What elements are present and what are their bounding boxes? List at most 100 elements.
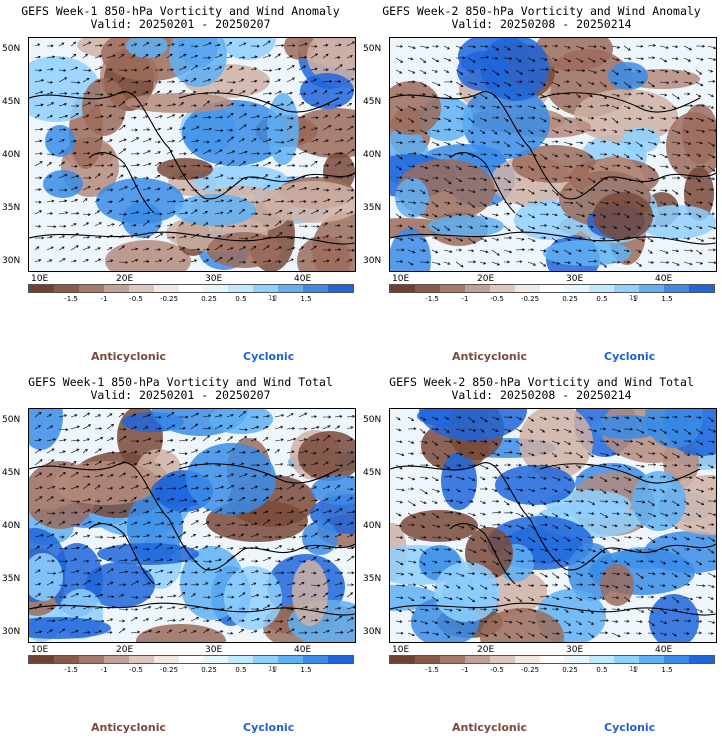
wind-arrow — [106, 92, 113, 96]
wind-arrow — [563, 560, 569, 565]
wind-arrow — [623, 488, 632, 493]
wind-arrow — [515, 488, 524, 492]
wind-arrow — [238, 42, 247, 47]
wind-arrow — [575, 189, 584, 195]
wind-arrow — [274, 474, 283, 478]
wind-arrow — [202, 595, 211, 599]
wind-arrow — [443, 45, 450, 50]
wind-arrow — [431, 57, 440, 62]
wind-arrow — [263, 595, 270, 599]
wind-arrow — [322, 80, 333, 83]
wind-arrow — [238, 558, 245, 562]
wind-arrow — [106, 545, 116, 550]
anticyclonic-region — [600, 564, 634, 606]
wind-arrow — [683, 249, 694, 253]
wind-arrow — [491, 140, 501, 144]
wind-arrow — [600, 427, 607, 431]
wind-arrow — [515, 500, 521, 505]
wind-arrow — [659, 45, 669, 49]
wind-arrow — [431, 632, 439, 636]
wind-arrow — [190, 91, 197, 95]
wind-arrow — [154, 80, 162, 84]
wind-arrow — [286, 125, 293, 131]
wind-arrow — [491, 583, 500, 587]
wind-arrow — [82, 424, 92, 430]
wind-arrow — [154, 104, 162, 108]
wind-arrow — [407, 237, 415, 241]
wind-arrow — [431, 81, 441, 87]
wind-arrow — [479, 416, 488, 422]
wind-arrow — [238, 198, 247, 203]
wind-arrow — [527, 500, 535, 507]
wind-arrow — [455, 105, 464, 110]
wind-arrow — [575, 560, 586, 564]
wind-arrow — [46, 459, 55, 466]
wind-arrow — [623, 177, 633, 182]
wind-arrow — [346, 497, 354, 502]
wind-arrow — [322, 53, 329, 59]
wind-arrow — [34, 556, 42, 562]
wind-arrow — [707, 201, 713, 206]
wind-arrow — [479, 201, 487, 207]
wind-arrow — [274, 545, 283, 550]
colorbar-swatch — [78, 285, 104, 292]
wind-arrow — [250, 163, 260, 167]
wind-arrow — [683, 92, 691, 96]
wind-arrow — [118, 164, 126, 168]
wind-arrow — [286, 44, 296, 48]
wind-arrow — [166, 257, 173, 263]
wind-arrow — [58, 617, 68, 622]
wind-arrow — [431, 225, 441, 232]
lon-label: 40E — [655, 645, 673, 655]
wind-arrow — [527, 237, 536, 242]
wind-arrow — [599, 68, 606, 72]
wind-arrow — [683, 81, 693, 85]
colorbar-tick: -0.5 — [129, 295, 143, 303]
wind-arrow — [334, 415, 343, 418]
wind-arrow — [419, 596, 426, 600]
wind-arrow — [575, 548, 584, 552]
wind-arrow — [455, 476, 465, 481]
colorbar-swatch — [614, 656, 640, 663]
wind-arrow — [503, 415, 513, 419]
wind-arrow — [286, 223, 293, 227]
lat-label: 30N — [363, 256, 382, 266]
wind-arrow — [479, 213, 488, 220]
anticyclonic-label: Anticyclonic — [91, 721, 167, 734]
wind-arrow — [419, 117, 428, 122]
wind-arrow — [611, 57, 620, 62]
wind-arrow — [407, 440, 415, 444]
wind-arrow — [286, 628, 295, 634]
wind-arrow — [214, 630, 224, 634]
wind-arrow — [214, 474, 223, 478]
wind-arrow — [106, 581, 114, 586]
wind-arrow — [322, 518, 331, 526]
wind-arrow — [166, 546, 174, 550]
wind-arrow — [298, 450, 309, 454]
wind-arrow — [503, 105, 513, 109]
wind-arrow — [118, 628, 126, 634]
wind-arrow — [395, 237, 403, 241]
wind-arrow — [334, 127, 343, 131]
wind-arrow — [467, 140, 475, 144]
wind-arrow — [166, 558, 173, 562]
wind-arrow — [298, 55, 308, 59]
wind-arrow — [455, 45, 463, 49]
vorticity-map — [390, 409, 716, 642]
wind-arrow — [395, 500, 403, 504]
wind-arrow — [707, 188, 715, 192]
wind-arrow — [431, 512, 440, 519]
wind-arrow — [515, 596, 523, 602]
wind-arrow — [262, 496, 270, 502]
wind-arrow — [635, 595, 645, 599]
wind-arrow — [346, 236, 354, 240]
wind-arrow — [298, 615, 306, 622]
wind-arrow — [479, 560, 487, 564]
wind-arrow — [322, 509, 332, 514]
wind-arrow — [46, 559, 55, 563]
wind-arrow — [238, 186, 244, 191]
wind-arrow — [683, 45, 692, 51]
wind-arrow — [623, 596, 631, 602]
wind-arrow — [238, 511, 245, 515]
wind-arrow — [346, 546, 355, 550]
